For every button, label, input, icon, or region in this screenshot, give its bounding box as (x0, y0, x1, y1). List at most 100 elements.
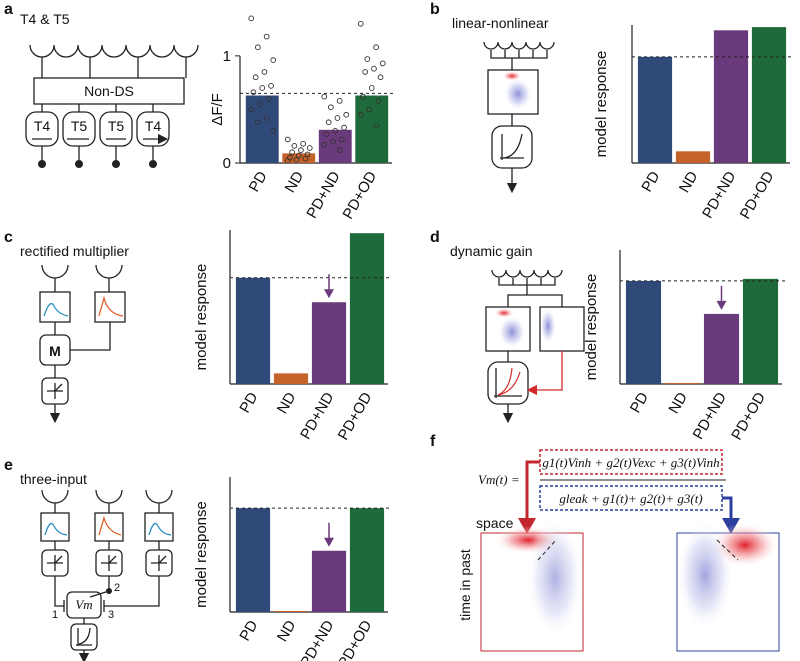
diagram-d (485, 269, 585, 424)
x-tick-label: ND (274, 389, 300, 416)
y-tick-label: 0 (223, 155, 231, 172)
x-tick-label: ND (274, 617, 300, 644)
data-point (323, 131, 330, 137)
x-tick-label: PD+OD (335, 389, 376, 443)
y-tick-label: 1 (223, 48, 231, 65)
data-point (373, 44, 380, 51)
field-x-label: space (476, 515, 514, 531)
data-point (268, 83, 274, 89)
bar (675, 151, 711, 163)
y-axis-label: model response (593, 51, 610, 158)
data-point (300, 140, 307, 147)
data-point (366, 106, 373, 113)
y-axis-label: model response (583, 274, 600, 381)
x-tick-label: PD+OD (339, 168, 380, 222)
x-tick-label: PD+ND (297, 389, 337, 442)
x-tick-label: PD (246, 168, 271, 195)
data-point (289, 149, 296, 156)
data-point (339, 136, 345, 143)
data-point (252, 74, 259, 81)
bar (273, 373, 309, 384)
data-point (360, 93, 366, 100)
data-point (343, 111, 350, 118)
panel-label: f (430, 433, 436, 450)
x-tick-label: PD (638, 168, 663, 195)
annotation-arrowhead (324, 537, 334, 547)
bar (311, 302, 347, 384)
data-point (261, 69, 268, 75)
x-tick-label: PD+ND (297, 617, 337, 661)
data-point (257, 101, 263, 107)
data-point (248, 15, 255, 22)
data-point (266, 95, 272, 102)
panel-title: linear-nonlinear (452, 15, 549, 31)
diagram-c: M (39, 264, 126, 424)
panel-label: b (430, 1, 440, 18)
data-point (293, 156, 300, 163)
cell-label: T5 (71, 118, 88, 134)
data-point (364, 56, 371, 62)
panel-title: T4 & T5 (20, 11, 70, 27)
data-point (336, 98, 343, 104)
equation-lhs: Vm(t) = (478, 472, 520, 487)
bar (235, 508, 271, 612)
input-label: 2 (114, 582, 120, 594)
annotation-arrowhead (324, 289, 334, 299)
panel-label: c (4, 229, 13, 246)
data-point (284, 158, 291, 164)
x-tick-label: PD (236, 617, 261, 644)
data-point (362, 69, 369, 75)
data-point (291, 143, 298, 149)
data-point (298, 147, 304, 153)
bar (349, 508, 385, 612)
data-point (321, 141, 328, 148)
data-point (284, 136, 291, 143)
bar (751, 27, 787, 163)
input-label: 1 (52, 609, 58, 621)
cell-label: T4 (145, 118, 162, 134)
bar (713, 30, 749, 163)
data-point (357, 20, 364, 27)
data-point (332, 128, 339, 134)
box-label: Vm (75, 597, 92, 612)
data-point (255, 119, 261, 126)
data-point (330, 138, 336, 145)
x-tick-label: PD (236, 389, 261, 416)
data-point (302, 155, 309, 162)
bar (355, 95, 389, 163)
panel-label: d (430, 229, 440, 246)
bar (742, 278, 779, 384)
diagram-a: Non-DS T4 T5 T5 T4 (25, 44, 199, 168)
panel-label: a (4, 1, 13, 18)
input-label: 3 (108, 609, 114, 621)
x-tick-label: PD+OD (728, 389, 769, 443)
data-point (373, 122, 380, 129)
bar (625, 280, 662, 384)
equation-panel: Vm(t) = g1(t)Vinh + g2(t)Vexc + g3(t)Vin… (457, 449, 780, 652)
data-point (368, 85, 375, 91)
panel-title: three-input (20, 471, 87, 487)
data-point (248, 106, 255, 113)
data-point (379, 60, 386, 67)
panel-title: rectified multiplier (20, 243, 129, 259)
y-axis-label: ΔF/F (209, 93, 226, 126)
x-tick-label: PD+ND (699, 168, 739, 221)
bar (311, 550, 347, 612)
x-tick-label: ND (665, 389, 691, 416)
data-point (328, 104, 334, 111)
x-tick-label: PD+ND (303, 168, 343, 221)
data-point (341, 124, 347, 131)
panel-label: e (4, 457, 13, 474)
diagram-e: Vm 1 2 3 (40, 489, 174, 661)
cell-label: T5 (108, 118, 125, 134)
data-point (263, 115, 270, 121)
data-point (255, 44, 261, 51)
data-point (295, 152, 302, 159)
data-point (334, 115, 341, 121)
data-point (306, 145, 313, 151)
data-point (263, 33, 270, 40)
equation-denominator: gleak + g1(t)+ g2(t)+ g3(t) (559, 491, 702, 506)
y-axis-label: model response (193, 264, 210, 371)
data-point (357, 111, 364, 118)
